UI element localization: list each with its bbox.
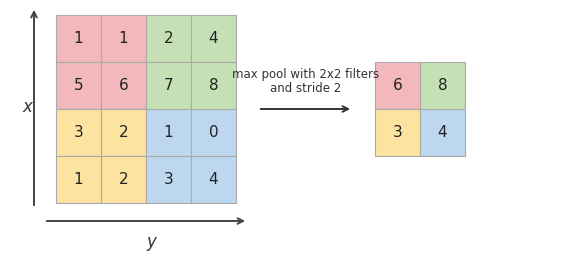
- Text: 1: 1: [74, 31, 83, 46]
- Text: 3: 3: [164, 172, 173, 187]
- Text: x: x: [22, 99, 32, 117]
- Text: 8: 8: [209, 78, 218, 93]
- Bar: [375, 109, 420, 156]
- Text: 4: 4: [209, 172, 218, 187]
- Text: 4: 4: [209, 31, 218, 46]
- Text: 0: 0: [209, 125, 218, 140]
- Text: 2: 2: [164, 31, 173, 46]
- Bar: [101, 156, 146, 203]
- Text: and stride 2: and stride 2: [270, 82, 341, 95]
- Bar: [375, 62, 420, 109]
- Text: 1: 1: [164, 125, 173, 140]
- Text: 3: 3: [393, 125, 402, 140]
- Text: 2: 2: [119, 125, 128, 140]
- Bar: [101, 15, 146, 62]
- Text: 2: 2: [119, 172, 128, 187]
- Bar: [101, 62, 146, 109]
- Bar: [146, 62, 191, 109]
- Text: 3: 3: [74, 125, 83, 140]
- Bar: [191, 62, 236, 109]
- Bar: [56, 109, 101, 156]
- Bar: [191, 156, 236, 203]
- Text: 8: 8: [438, 78, 448, 93]
- Text: y: y: [146, 233, 156, 251]
- Bar: [191, 15, 236, 62]
- Bar: [56, 156, 101, 203]
- Text: 1: 1: [119, 31, 128, 46]
- Bar: [420, 109, 465, 156]
- Bar: [146, 109, 191, 156]
- Bar: [56, 15, 101, 62]
- Bar: [56, 62, 101, 109]
- Bar: [146, 15, 191, 62]
- Text: 7: 7: [164, 78, 173, 93]
- Bar: [101, 109, 146, 156]
- Text: 6: 6: [393, 78, 402, 93]
- Text: 1: 1: [74, 172, 83, 187]
- Bar: [146, 156, 191, 203]
- Text: 5: 5: [74, 78, 83, 93]
- Text: 6: 6: [119, 78, 129, 93]
- Text: max pool with 2x2 filters: max pool with 2x2 filters: [232, 68, 379, 81]
- Bar: [191, 109, 236, 156]
- Bar: [420, 62, 465, 109]
- Text: 4: 4: [438, 125, 448, 140]
